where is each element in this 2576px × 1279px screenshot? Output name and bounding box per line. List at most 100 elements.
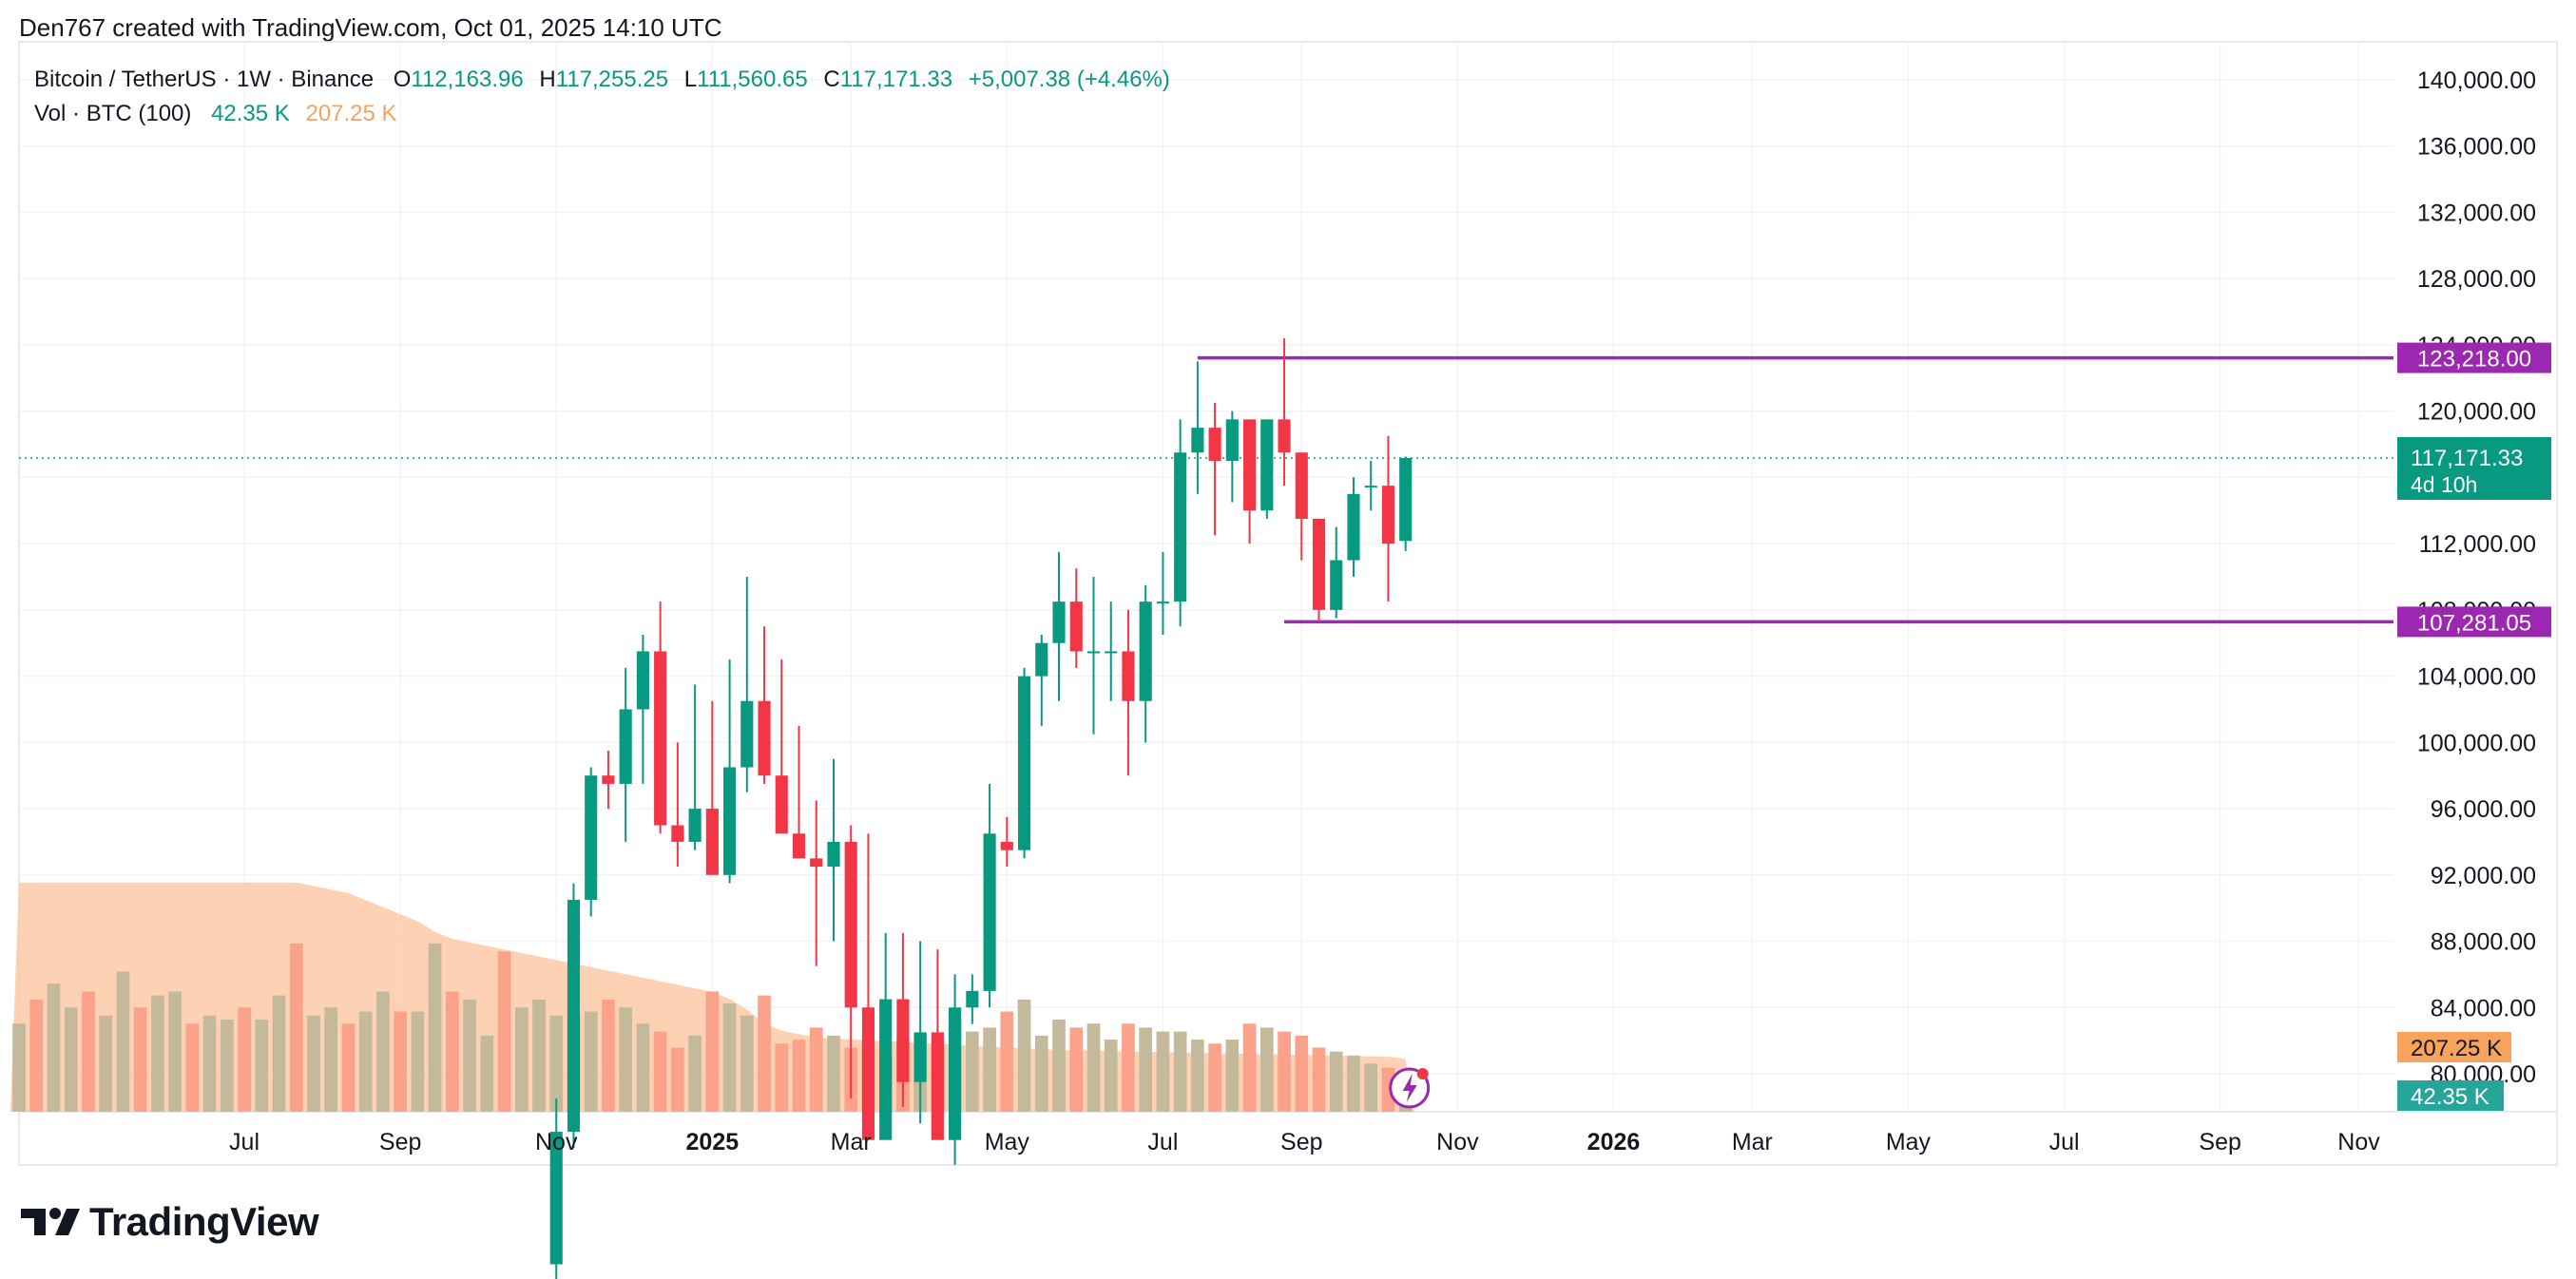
candle-body <box>549 1132 563 1265</box>
x-tick-label: Sep <box>1280 1129 1322 1155</box>
x-tick-label: Sep <box>2199 1129 2240 1155</box>
level-price-label: 123,218.00 <box>2417 347 2531 372</box>
candle-body <box>983 833 996 991</box>
volume-bar <box>151 995 164 1112</box>
volume-bar <box>1052 1019 1066 1112</box>
volume-bar <box>1034 1035 1048 1112</box>
candle-body <box>1243 419 1257 511</box>
volume-axis-label: 42.35 K <box>2411 1084 2489 1110</box>
volume-bar <box>671 1047 684 1112</box>
volume-bar <box>64 1007 78 1112</box>
candle-body <box>1225 419 1239 461</box>
volume-bar <box>809 1027 823 1112</box>
volume-bar <box>966 1031 979 1112</box>
x-tick-label: Nov <box>1436 1129 1479 1155</box>
volume-bar <box>99 1015 113 1112</box>
candle-body <box>1086 651 1101 654</box>
candle-body <box>740 700 754 768</box>
y-tick-label: 92,000.00 <box>2431 863 2536 889</box>
volume-bar <box>428 943 442 1112</box>
candle-body <box>861 1007 875 1140</box>
high-label: H <box>539 67 556 92</box>
volume-bar <box>1000 1011 1014 1112</box>
candle-body <box>792 833 806 859</box>
open-value: 112,163.96 <box>411 67 524 92</box>
volume-bar <box>358 1011 373 1112</box>
volume-bar <box>394 1011 407 1112</box>
candle-body <box>810 858 823 868</box>
grid-layer <box>18 41 2558 1166</box>
candle-body <box>602 775 615 784</box>
y-tick-label: 140,000.00 <box>2417 67 2536 94</box>
tradingview-logo-icon <box>21 1208 80 1235</box>
volume-bar <box>1242 1023 1257 1112</box>
candle-layer <box>549 337 1413 1279</box>
y-tick-label: 112,000.00 <box>2419 531 2536 558</box>
candle-body <box>636 651 649 710</box>
y-tick-label: 128,000.00 <box>2417 266 2536 293</box>
volume-bar <box>1069 1027 1084 1112</box>
high-value: 117,255.25 <box>555 67 669 92</box>
volume-bar <box>82 991 95 1112</box>
volume-bar <box>480 1035 494 1112</box>
volume-label: Vol · BTC (100) <box>34 101 192 126</box>
candle-body <box>758 700 771 776</box>
volume-label-bg <box>2397 1080 2504 1111</box>
volume-bar <box>775 1043 789 1112</box>
candle-body <box>619 709 632 784</box>
volume-bar <box>722 1003 737 1112</box>
volume-bar <box>1104 1040 1118 1112</box>
tradingview-logo[interactable]: TradingView <box>21 1199 319 1245</box>
candle-body <box>966 990 979 1008</box>
candle-body <box>1191 428 1204 453</box>
y-tick-label: 84,000.00 <box>2431 995 2536 1021</box>
chart-header-caption: Den767 created with TradingView.com, Oct… <box>19 13 722 42</box>
volume-bar <box>827 1035 840 1112</box>
y-tick-label: 96,000.00 <box>2431 796 2536 823</box>
candle-body <box>671 825 684 842</box>
level-price-label-bg <box>2397 342 2551 373</box>
x-tick-label: Jul <box>229 1129 260 1155</box>
volume-bar <box>705 991 720 1112</box>
volume-bar <box>289 943 303 1112</box>
volume-bar <box>168 991 182 1112</box>
volume-bar <box>1295 1035 1309 1112</box>
candle-body <box>1381 486 1395 544</box>
volume-bar <box>1278 1031 1291 1112</box>
candle-body <box>1000 841 1013 850</box>
volume-bar <box>133 1007 147 1112</box>
volume-bar <box>688 1035 702 1112</box>
volume-bar <box>376 991 390 1112</box>
volume-bar <box>602 999 615 1112</box>
candle-body <box>1069 601 1083 652</box>
last-price-label-bg <box>2397 436 2551 500</box>
volume-bar <box>341 1023 356 1112</box>
candle-body <box>827 841 840 868</box>
volume-bar <box>532 999 546 1112</box>
volume-bar <box>29 999 44 1112</box>
volume-bar <box>792 1040 806 1112</box>
volume-bar <box>1173 1031 1187 1112</box>
candle-body <box>1122 651 1135 701</box>
volume-bar <box>1156 1031 1170 1112</box>
notification-dot-icon <box>1416 1068 1429 1079</box>
volume-bar <box>740 1015 754 1112</box>
volume-ma-value: 207.25 K <box>305 101 397 126</box>
x-tick-label: Jul <box>1147 1129 1178 1155</box>
ohlc-legend: Bitcoin / TetherUS · 1W · Binance O112,1… <box>34 67 1170 93</box>
candle-body <box>567 899 581 1133</box>
x-tick-label: Sep <box>379 1129 421 1155</box>
volume-bar <box>411 1011 425 1112</box>
y-tick-label: 136,000.00 <box>2417 134 2536 161</box>
x-tick-label: Mar <box>831 1129 872 1155</box>
volume-bar <box>1122 1023 1135 1112</box>
volume-ma-label-bg <box>2397 1032 2511 1062</box>
y-tick-label: 88,000.00 <box>2431 929 2536 956</box>
volume-bar <box>272 995 286 1112</box>
tradingview-logo-text: TradingView <box>89 1199 319 1244</box>
volume-bar <box>497 951 511 1112</box>
candle-body <box>1139 601 1152 701</box>
volume-legend: Vol · BTC (100) 42.35 K 207.25 K <box>34 101 397 127</box>
volume-bar <box>549 1015 564 1112</box>
